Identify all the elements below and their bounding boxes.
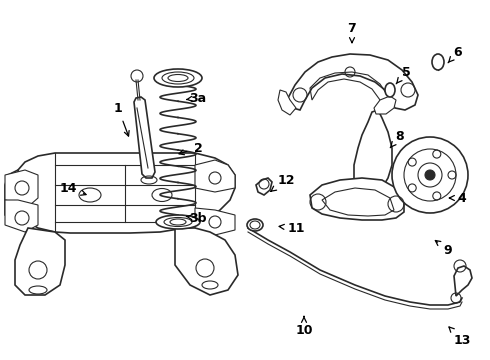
Circle shape <box>392 137 468 213</box>
Text: 10: 10 <box>295 316 313 337</box>
Polygon shape <box>5 200 38 232</box>
Polygon shape <box>256 178 272 195</box>
Text: 9: 9 <box>435 240 452 257</box>
Circle shape <box>404 149 456 201</box>
Ellipse shape <box>164 217 192 226</box>
Polygon shape <box>310 178 404 220</box>
Polygon shape <box>278 90 296 115</box>
Text: 11: 11 <box>279 221 305 234</box>
Polygon shape <box>454 266 472 296</box>
Polygon shape <box>175 228 238 295</box>
Polygon shape <box>134 97 155 178</box>
Ellipse shape <box>162 72 194 84</box>
Polygon shape <box>288 54 418 110</box>
Text: 8: 8 <box>390 130 404 148</box>
Text: 12: 12 <box>271 174 295 192</box>
Ellipse shape <box>154 69 202 87</box>
Text: 4: 4 <box>449 192 466 204</box>
Text: 14: 14 <box>59 181 86 195</box>
Polygon shape <box>15 228 65 295</box>
Text: 3a: 3a <box>187 91 207 104</box>
Ellipse shape <box>247 219 263 231</box>
Polygon shape <box>195 208 235 235</box>
Text: 1: 1 <box>114 102 129 136</box>
Ellipse shape <box>432 54 444 70</box>
Polygon shape <box>5 170 18 222</box>
Polygon shape <box>18 153 235 233</box>
Polygon shape <box>195 160 235 192</box>
Ellipse shape <box>385 83 395 97</box>
Polygon shape <box>354 110 392 196</box>
Text: 3b: 3b <box>186 212 207 225</box>
Text: 2: 2 <box>179 141 202 155</box>
Polygon shape <box>358 190 392 206</box>
Text: 7: 7 <box>347 22 356 42</box>
Ellipse shape <box>156 215 200 229</box>
Polygon shape <box>374 96 396 114</box>
Polygon shape <box>5 170 38 205</box>
Text: 6: 6 <box>448 45 462 63</box>
Text: 13: 13 <box>449 327 471 346</box>
Circle shape <box>425 170 435 180</box>
Text: 5: 5 <box>396 66 410 84</box>
